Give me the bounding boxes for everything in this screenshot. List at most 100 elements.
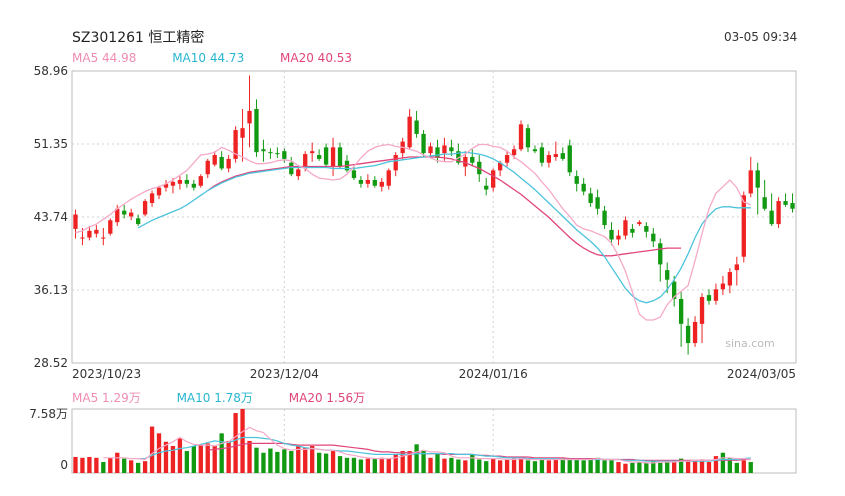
candle[interactable] [365, 174, 371, 188]
volume-bar[interactable] [602, 460, 607, 473]
volume-bar[interactable] [275, 451, 280, 473]
candle[interactable] [525, 124, 531, 153]
candle[interactable] [101, 227, 106, 246]
volume-bar[interactable] [720, 452, 726, 473]
volume-bar[interactable] [581, 460, 586, 473]
candle[interactable] [665, 262, 670, 294]
volume-bar[interactable] [553, 459, 558, 473]
volume-bar[interactable] [149, 426, 155, 473]
candle[interactable] [658, 238, 663, 282]
candle[interactable] [344, 155, 350, 173]
candle[interactable] [560, 147, 565, 161]
candle[interactable] [484, 178, 489, 196]
candle[interactable] [191, 179, 196, 191]
volume-bar[interactable] [94, 457, 99, 473]
candle[interactable] [212, 151, 217, 167]
volume-bar[interactable] [212, 445, 217, 473]
candle[interactable] [233, 126, 238, 163]
candle[interactable] [637, 220, 642, 227]
candle[interactable] [337, 142, 343, 169]
volume-bar[interactable] [470, 454, 475, 473]
candle[interactable] [323, 143, 329, 167]
volume-bar[interactable] [692, 460, 698, 473]
candle[interactable] [567, 139, 572, 177]
candle[interactable] [776, 197, 781, 228]
volume-bar[interactable] [87, 456, 92, 473]
candle[interactable] [616, 229, 621, 246]
volume-bar[interactable] [623, 463, 628, 473]
candle[interactable] [177, 176, 183, 190]
volume-bar[interactable] [282, 449, 287, 473]
volume-bar[interactable] [491, 458, 496, 473]
volume-bar[interactable] [713, 456, 719, 473]
volume-bar[interactable] [80, 457, 85, 473]
candle[interactable] [553, 141, 558, 161]
candle[interactable] [672, 275, 677, 307]
candle[interactable] [504, 151, 510, 167]
volume-bar[interactable] [658, 462, 663, 473]
candle[interactable] [428, 142, 433, 157]
candle[interactable] [268, 148, 273, 159]
volume-bar[interactable] [637, 462, 642, 473]
volume-bar[interactable] [699, 459, 705, 473]
volume-bar[interactable] [609, 460, 614, 473]
candle[interactable] [581, 178, 586, 196]
volume-bar[interactable] [129, 460, 134, 473]
candle[interactable] [609, 222, 614, 246]
candle[interactable] [539, 142, 545, 167]
volume-bar[interactable] [240, 409, 245, 473]
volume-bar[interactable] [518, 456, 524, 473]
volume-bar[interactable] [261, 452, 266, 473]
candle[interactable] [205, 158, 210, 179]
candle[interactable] [762, 179, 767, 211]
candlestick-series[interactable] [73, 75, 795, 355]
volume-bar[interactable] [400, 451, 405, 473]
candle[interactable] [692, 316, 698, 347]
volume-bar[interactable] [477, 459, 482, 473]
candle[interactable] [435, 139, 440, 163]
volume-bar[interactable] [177, 438, 183, 473]
volume-bar[interactable] [365, 458, 371, 473]
volume-bar[interactable] [651, 461, 656, 473]
volume-bar-series[interactable] [73, 409, 753, 473]
candle[interactable] [156, 185, 162, 200]
volume-bar[interactable] [316, 452, 322, 473]
volume-bar[interactable] [727, 457, 733, 473]
candle[interactable] [623, 216, 628, 240]
candle[interactable] [254, 99, 259, 157]
candle[interactable] [261, 139, 266, 162]
volume-bar[interactable] [463, 460, 468, 473]
candle[interactable] [358, 176, 364, 188]
volume-bar[interactable] [323, 453, 329, 473]
volume-bar[interactable] [219, 433, 224, 473]
candle[interactable] [73, 209, 78, 239]
volume-bar[interactable] [337, 456, 343, 473]
volume-bar[interactable] [170, 445, 176, 473]
candle[interactable] [129, 208, 134, 221]
candle[interactable] [316, 149, 322, 161]
candle[interactable] [296, 166, 301, 180]
candle[interactable] [685, 318, 691, 355]
volume-bar[interactable] [379, 457, 384, 473]
candle[interactable] [546, 151, 552, 168]
candle[interactable] [330, 137, 336, 177]
candle[interactable] [769, 193, 774, 227]
volume-bar[interactable] [560, 458, 565, 473]
volume-bar[interactable] [73, 456, 78, 473]
volume-bar[interactable] [435, 453, 440, 473]
candle[interactable] [393, 152, 398, 177]
candle[interactable] [518, 120, 524, 152]
candle[interactable] [219, 151, 224, 171]
candle[interactable] [275, 147, 280, 158]
volume-bar[interactable] [184, 451, 190, 473]
candle[interactable] [755, 162, 760, 215]
candle[interactable] [198, 174, 203, 188]
volume-bar[interactable] [247, 440, 252, 473]
volume-bar[interactable] [449, 457, 454, 473]
candle[interactable] [108, 218, 113, 236]
volume-bar[interactable] [630, 462, 635, 473]
candle[interactable] [135, 214, 141, 227]
volume-bar[interactable] [421, 451, 426, 473]
candle[interactable] [442, 137, 447, 161]
